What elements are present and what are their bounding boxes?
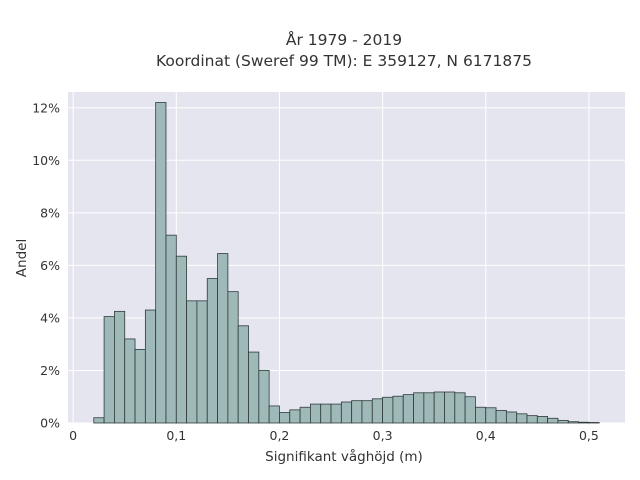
histogram-bar xyxy=(588,422,600,424)
x-tick-label: 0 xyxy=(69,428,77,443)
histogram-bar xyxy=(330,403,342,424)
histogram-bar xyxy=(237,325,249,424)
histogram-bar xyxy=(475,406,487,424)
histogram-bar xyxy=(516,413,528,424)
histogram-bar xyxy=(155,102,167,424)
histogram-bar xyxy=(567,421,579,424)
histogram-bar xyxy=(382,396,394,424)
x-tick-label: 0,4 xyxy=(476,428,496,443)
histogram-bar xyxy=(485,407,497,424)
histogram-bar xyxy=(279,412,291,424)
histogram-bars xyxy=(93,102,600,424)
histogram-bar xyxy=(196,300,208,424)
histogram-bar xyxy=(371,398,384,424)
histogram-bar xyxy=(413,392,425,424)
histogram-bar xyxy=(402,394,414,424)
x-tick-label: 0,3 xyxy=(373,428,393,443)
y-tick-label: 4% xyxy=(40,310,60,325)
histogram-bar xyxy=(114,310,126,424)
y-axis-label: Andel xyxy=(14,239,30,277)
histogram-bar xyxy=(536,416,549,424)
histogram-bar xyxy=(258,370,270,424)
histogram-bar xyxy=(299,406,311,424)
histogram-bar xyxy=(206,278,218,424)
x-axis-ticks: 0 0,1 0,2 0,3 0,4 0,5 xyxy=(69,428,599,443)
histogram-bar xyxy=(268,405,280,424)
histogram-bar xyxy=(217,253,229,424)
histogram-bar xyxy=(433,391,445,424)
histogram-bar xyxy=(227,291,239,424)
histogram-bar xyxy=(124,338,136,424)
histogram-bar xyxy=(134,349,146,424)
histogram-bar xyxy=(289,409,301,424)
chart-title-line-2: Koordinat (Sweref 99 TM): E 359127, N 61… xyxy=(156,52,532,70)
y-tick-label: 0% xyxy=(40,416,60,431)
x-tick-label: 0,5 xyxy=(579,428,599,443)
histogram-bar xyxy=(526,415,538,424)
histogram-bar xyxy=(186,300,198,424)
histogram-bar xyxy=(578,421,590,424)
histogram-bar xyxy=(454,392,466,424)
histogram-bar xyxy=(392,395,404,424)
histogram-bar xyxy=(309,403,322,424)
histogram-bar xyxy=(444,391,456,424)
y-axis-ticks: 0% 2% 4% 6% 8% 10% 12% xyxy=(32,100,60,430)
y-tick-label: 10% xyxy=(32,153,60,168)
histogram-bar xyxy=(495,409,507,424)
histogram-bar xyxy=(144,309,157,424)
histogram-bar xyxy=(93,417,105,424)
y-tick-label: 12% xyxy=(32,100,60,115)
histogram-bar xyxy=(547,417,559,424)
y-tick-label: 6% xyxy=(40,258,60,273)
histogram-bar xyxy=(175,255,188,424)
y-tick-label: 8% xyxy=(40,205,60,220)
y-tick-label: 2% xyxy=(40,363,60,378)
x-tick-label: 0,1 xyxy=(166,428,186,443)
histogram-bar xyxy=(351,400,363,424)
histogram-bar xyxy=(557,419,569,424)
histogram-bar xyxy=(340,401,353,424)
histogram-bar xyxy=(505,411,518,424)
chart-title-line-1: År 1979 - 2019 xyxy=(286,30,402,49)
histogram-bar xyxy=(248,351,260,424)
histogram-bar xyxy=(361,400,373,424)
histogram-bar xyxy=(423,392,435,424)
histogram-bar xyxy=(103,316,115,424)
x-tick-label: 0,2 xyxy=(270,428,290,443)
x-axis-label: Signifikant våghöjd (m) xyxy=(265,448,423,465)
histogram-bar xyxy=(320,403,332,424)
histogram-bar xyxy=(165,234,177,424)
histogram-bar xyxy=(464,396,476,424)
